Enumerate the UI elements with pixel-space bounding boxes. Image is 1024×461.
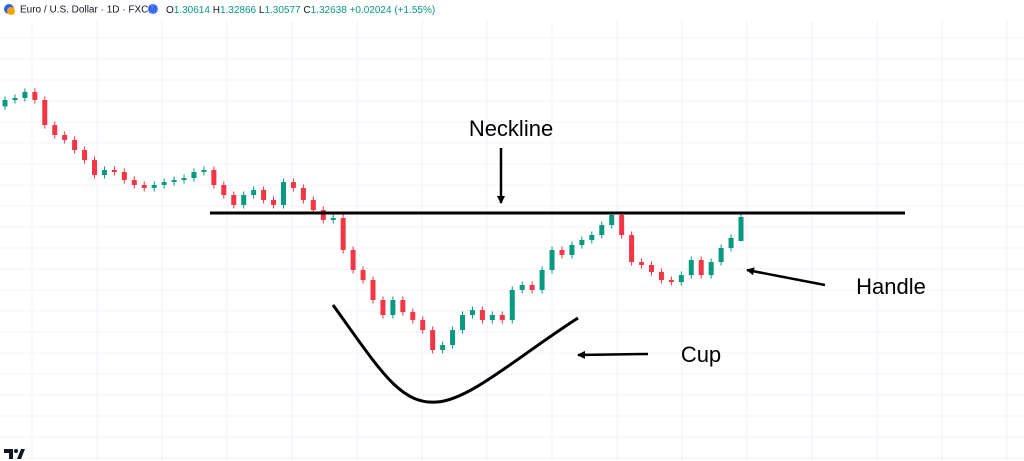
candle-body <box>400 300 406 313</box>
change: +0.02024 (+1.55%) <box>350 5 436 16</box>
candle-body <box>350 250 356 270</box>
candle-body <box>380 300 386 316</box>
candle-body <box>320 210 326 220</box>
candle-body <box>698 260 704 276</box>
candle-body <box>111 169 117 172</box>
candle-body <box>559 250 565 255</box>
candle-body <box>529 284 535 290</box>
candle-body <box>678 275 684 283</box>
label: H <box>213 5 220 16</box>
candle-body <box>161 182 167 185</box>
candle-body <box>300 187 306 201</box>
candle-body <box>450 330 456 346</box>
candle-body <box>589 234 595 240</box>
candle-body <box>151 184 157 188</box>
candle-body <box>251 189 257 196</box>
candles <box>2 88 744 354</box>
annotation: Neckline <box>469 116 553 141</box>
status-dot <box>148 4 158 14</box>
candle-body <box>619 215 625 235</box>
candle-body <box>310 200 316 211</box>
candle-body <box>2 100 8 107</box>
candle-body <box>62 134 68 140</box>
candle-body <box>12 97 18 101</box>
candle-body <box>201 169 207 172</box>
candle-body <box>579 239 585 246</box>
value: 1.30577 <box>264 5 301 16</box>
candle-body <box>330 217 336 220</box>
ohlc-legend: O1.30614 H1.32866 L1.30577 C1.32638 +0.0… <box>166 5 435 16</box>
candle-body <box>360 269 366 281</box>
candle-body <box>688 260 694 276</box>
candle-body <box>221 184 227 196</box>
candle-body <box>32 91 38 101</box>
value: 1.32638 <box>311 5 348 16</box>
value: 1.32866 <box>220 5 257 16</box>
symbol-icon <box>7 7 15 15</box>
candle-body <box>261 189 267 201</box>
candle-body <box>738 217 744 242</box>
candle-body <box>648 265 654 272</box>
candle-body <box>519 284 525 290</box>
arrow <box>746 267 826 287</box>
candle-body <box>191 171 197 179</box>
candle-body <box>460 315 466 331</box>
cup-curve <box>331 304 579 404</box>
logo <box>4 449 25 459</box>
candle-body <box>499 315 505 320</box>
candle-body <box>668 280 674 283</box>
candle-body <box>420 319 426 331</box>
label: O <box>166 5 174 16</box>
candle-body <box>479 310 485 320</box>
candle-body <box>101 169 107 176</box>
label: L <box>259 5 265 16</box>
candle-body <box>430 330 436 351</box>
candle-body <box>92 160 98 176</box>
candle-body <box>121 171 127 181</box>
candle-body <box>469 310 475 316</box>
candle-body <box>599 225 605 235</box>
candle-body <box>280 182 286 205</box>
value: 1.30614 <box>174 5 211 16</box>
symbol-title: Euro / U.S. Dollar · 1D · FXCM <box>20 5 157 16</box>
candle-body <box>708 262 714 276</box>
annotation: Handle <box>856 274 926 299</box>
candle-body <box>211 169 217 185</box>
candle-body <box>370 280 376 301</box>
candle-body <box>440 345 446 351</box>
candle-body <box>340 217 346 251</box>
candle-body <box>410 312 416 320</box>
candle-body <box>718 247 724 263</box>
candle-body <box>489 315 495 320</box>
candle-body <box>181 178 187 181</box>
candle-body <box>629 234 635 263</box>
candle-body <box>22 91 28 98</box>
candle-body <box>290 182 296 188</box>
candle-body <box>609 215 615 226</box>
candle-body <box>549 250 555 270</box>
candle-body <box>131 180 137 185</box>
arrow <box>577 350 649 359</box>
grid <box>0 20 1024 461</box>
candle-body <box>271 200 277 205</box>
candle-body <box>82 150 88 161</box>
candle-body <box>141 184 147 188</box>
candle-body <box>658 271 664 281</box>
candle-body <box>728 237 734 248</box>
candle-body <box>539 269 545 290</box>
candle-body <box>390 300 396 316</box>
candle-body <box>171 180 177 183</box>
candle-body <box>241 195 247 205</box>
annotation: Cup <box>681 342 721 367</box>
candle-body <box>639 262 645 266</box>
label: C <box>303 5 310 16</box>
candle-body <box>569 245 575 255</box>
candle-body <box>52 125 58 135</box>
candle-body <box>72 139 78 151</box>
candle-body <box>231 195 237 205</box>
candle-body <box>42 100 48 126</box>
candle-body <box>509 289 515 320</box>
